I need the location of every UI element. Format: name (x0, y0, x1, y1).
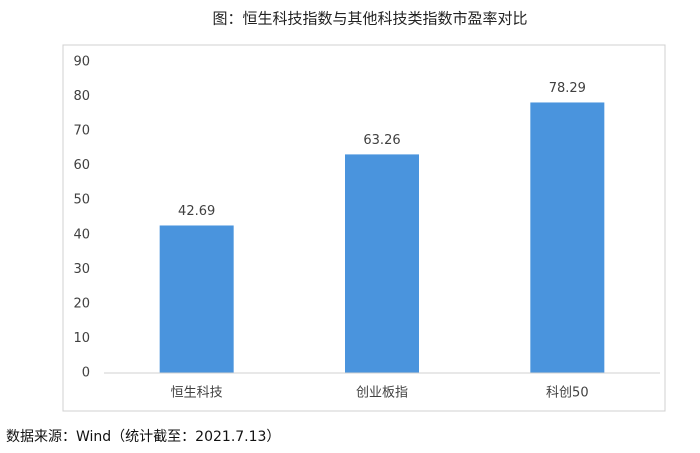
x-tick-label: 恒生科技 (171, 386, 223, 401)
value-label: 78.29 (549, 81, 586, 96)
y-tick-label: 40 (73, 227, 90, 242)
bar (345, 154, 419, 373)
x-tick-label: 创业板指 (356, 386, 408, 401)
y-tick-label: 70 (73, 124, 90, 139)
y-tick-label: 60 (73, 158, 90, 173)
value-label: 42.69 (178, 204, 215, 219)
y-tick-label: 0 (82, 366, 90, 381)
value-label: 63.26 (363, 133, 400, 148)
x-tick-label: 科创50 (546, 386, 589, 401)
chart-frame (62, 44, 666, 412)
source-note: 数据来源：Wind（统计截至：2021.7.13） (6, 429, 280, 445)
y-tick-label: 90 (73, 55, 90, 70)
y-tick-label: 20 (73, 296, 90, 311)
chart-title: 图：恒生科技指数与其他科技类指数市盈率对比 (212, 10, 527, 28)
y-tick-label: 30 (73, 262, 90, 277)
bar (159, 225, 234, 373)
bar (530, 102, 605, 374)
y-tick-label: 50 (73, 193, 90, 208)
y-tick-label: 80 (73, 89, 90, 104)
y-tick-label: 10 (73, 331, 90, 346)
